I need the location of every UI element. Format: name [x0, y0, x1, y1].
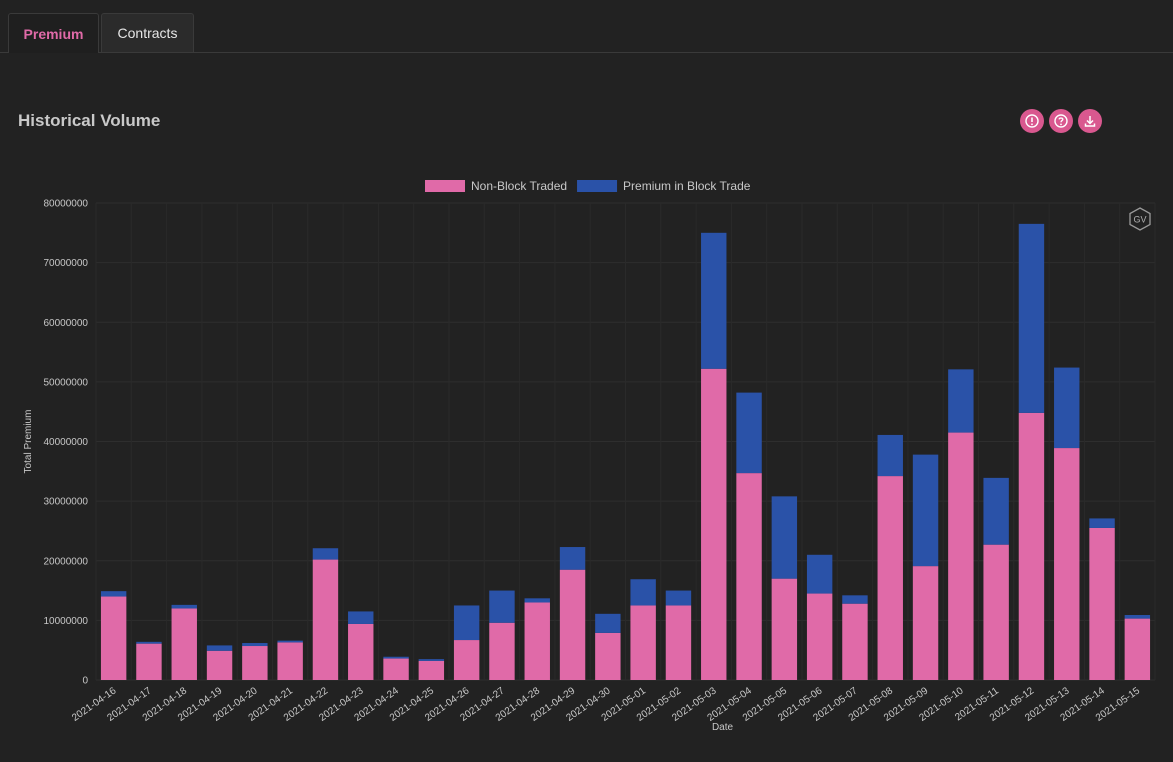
bar-block-trade	[348, 611, 374, 624]
bar-block-trade	[912, 454, 939, 567]
y-tick-label: 10000000	[44, 616, 89, 627]
svg-text:GV: GV	[1133, 215, 1146, 225]
bar-non-block	[242, 646, 268, 680]
bar-block-trade	[842, 595, 868, 604]
bar-non-block	[383, 658, 409, 680]
bar-block-trade	[242, 643, 268, 647]
bar-non-block	[595, 632, 621, 680]
bar-block-trade	[1054, 367, 1080, 449]
bar-non-block	[948, 432, 974, 680]
bar-non-block	[806, 593, 833, 680]
bar-block-trade	[771, 496, 798, 579]
bar-block-trade	[136, 641, 162, 644]
bar-non-block	[524, 602, 550, 680]
bar-block-trade	[1089, 518, 1115, 528]
gv-logo: GV	[1129, 207, 1151, 231]
bar-non-block	[1124, 618, 1151, 680]
y-tick-label: 20000000	[44, 556, 89, 567]
bar-non-block	[736, 473, 762, 680]
legend-swatch	[577, 180, 618, 192]
download-button[interactable]	[1078, 109, 1102, 133]
bar-block-trade	[171, 604, 197, 609]
bar-block-trade	[1018, 223, 1045, 413]
bar-block-trade	[312, 548, 339, 560]
bar-block-trade	[524, 598, 550, 603]
bar-block-trade	[983, 477, 1009, 545]
y-tick-label: 70000000	[44, 258, 89, 269]
bar-block-trade	[206, 645, 233, 651]
bar-non-block	[171, 608, 197, 680]
bar-non-block	[136, 643, 162, 680]
bar-block-trade	[489, 590, 515, 623]
bar-non-block	[453, 640, 480, 680]
bar-non-block	[665, 605, 692, 680]
bar-non-block	[983, 544, 1009, 680]
bar-non-block	[418, 660, 445, 680]
legend-swatch	[425, 180, 465, 192]
tab-bar: Premium Contracts	[0, 0, 1173, 53]
y-tick-label: 0	[82, 676, 88, 687]
stacked-bar-chart: 0 10000000 20000000 30000000 40000000 5000000…	[23, 179, 1156, 733]
bar-block-trade	[877, 434, 903, 477]
bar-non-block	[771, 578, 798, 680]
bar-block-trade	[100, 591, 127, 597]
bar-block-trade	[383, 656, 409, 659]
y-axis-title: Total Premium	[23, 410, 34, 474]
bar-non-block	[206, 650, 233, 680]
help-button[interactable]	[1049, 109, 1073, 133]
bar-block-trade	[630, 579, 656, 606]
info-icon	[1025, 114, 1039, 128]
y-tick-label: 50000000	[44, 377, 89, 388]
bar-block-trade	[948, 369, 974, 433]
bar-non-block	[912, 566, 939, 680]
bar-non-block	[877, 476, 903, 680]
download-icon	[1084, 116, 1096, 127]
bar-non-block	[1054, 448, 1080, 680]
tab-contracts[interactable]: Contracts	[101, 13, 194, 52]
bar-non-block	[277, 642, 303, 680]
bar-non-block	[100, 596, 127, 680]
section-title: Historical Volume	[18, 111, 161, 130]
bar-block-trade	[701, 232, 727, 369]
bar-block-trade	[559, 547, 586, 570]
bar-block-trade	[277, 640, 303, 643]
bar-non-block	[348, 623, 374, 680]
y-tick-label: 80000000	[44, 199, 89, 210]
help-icon	[1054, 114, 1068, 128]
bar-non-block	[559, 569, 586, 680]
bar-non-block	[842, 603, 868, 680]
legend-label: Premium in Block Trade	[623, 179, 751, 193]
bar-non-block	[312, 559, 339, 680]
bar-block-trade	[418, 659, 445, 661]
bar-block-trade	[595, 613, 621, 633]
bar-non-block	[489, 622, 515, 680]
tab-premium[interactable]: Premium	[8, 13, 99, 53]
bar-block-trade	[665, 590, 692, 606]
y-tick-label: 40000000	[44, 437, 89, 448]
x-axis-title: Date	[712, 722, 734, 733]
bar-non-block	[701, 368, 727, 680]
legend-label: Non-Block Traded	[471, 179, 567, 193]
bar-non-block	[1018, 412, 1045, 680]
bar-block-trade	[736, 392, 762, 474]
bar-non-block	[630, 605, 656, 680]
bar-block-trade	[806, 554, 833, 594]
bar-block-trade	[1124, 615, 1151, 619]
info-button[interactable]	[1020, 109, 1044, 133]
y-tick-label: 60000000	[44, 318, 89, 329]
bar-non-block	[1089, 527, 1115, 680]
bar-block-trade	[453, 605, 480, 641]
y-tick-label: 30000000	[44, 497, 89, 508]
